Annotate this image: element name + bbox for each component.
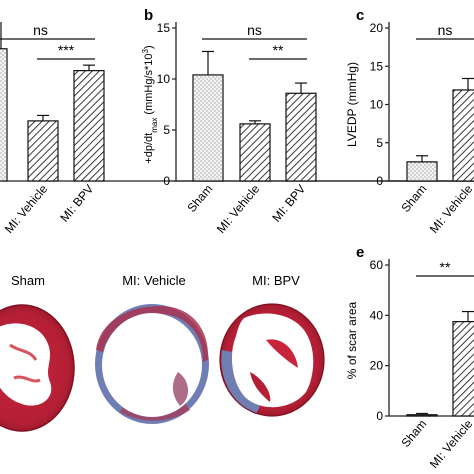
panel-b-category-label: MI: BPV	[269, 182, 308, 225]
panel-b-bar	[285, 92, 317, 182]
panel-a-bar	[0, 48, 8, 182]
panel-a-category-label: MI: BPV	[57, 182, 96, 225]
panel-b-bar	[192, 74, 224, 182]
panel-e-ytick-label: 20	[370, 359, 384, 373]
histology-label-mi-bpv: MI: BPV	[252, 273, 300, 288]
panel-b-ylabel: +dp/dtmax (mmHg/s*103)	[141, 45, 159, 163]
panel-d-histology: Sham MI: Vehicle MI: BPV	[0, 273, 325, 432]
panel-c-category-label: Sham	[398, 182, 429, 215]
panel-e-letter: e	[356, 244, 364, 261]
heart-section-sham	[0, 304, 75, 432]
panel-b-category-label: Sham	[184, 182, 215, 215]
panel-c-ylabel: LVEDP (mmHg)	[345, 62, 359, 147]
panel-e-bar	[452, 321, 474, 417]
panel-b-ylabel-part: )	[143, 45, 155, 49]
panel-e-ytick-label: 60	[370, 258, 384, 272]
panel-b-ylabel-part: (mmHg/s*10	[143, 53, 155, 117]
panel-b-sig-label: **	[273, 42, 284, 58]
panel-c-ytick-label: 0	[376, 174, 383, 188]
panel-b-letter: b	[144, 7, 153, 24]
panel-a-sig-label: ns	[33, 22, 48, 38]
panel-e-category-label: MI: Vehicle	[427, 417, 474, 471]
panel-a-category-label: MI: Vehicle	[2, 182, 51, 236]
panel-b-bar	[239, 123, 271, 182]
panel-b-ylabel-part: max	[150, 118, 159, 133]
panel-c-ytick-label: 10	[370, 98, 384, 112]
panel-e-sig-label: **	[440, 259, 451, 275]
panel-c-category-label: MI: Vehicle	[427, 182, 474, 236]
panel-b-ylabel-part: 3	[141, 48, 150, 53]
histology-label-sham: Sham	[11, 273, 45, 288]
panel-b-category-label: MI: Vehicle	[214, 182, 263, 236]
panel-c-ytick-label: 20	[370, 21, 384, 35]
panel-c-sig-label: ns	[438, 22, 453, 38]
panel-c-bar	[406, 161, 438, 182]
panel-b-ytick-label: 5	[163, 123, 170, 137]
panel-c-ytick-label: 5	[376, 136, 383, 150]
panel-b-ylabel-part: +dp/dt	[143, 133, 155, 164]
panel-e-ytick-label: 0	[376, 409, 383, 423]
panel-a-sig-label: ***	[58, 42, 75, 58]
panel-c-ytick-label: 15	[370, 59, 384, 73]
panel-e-bar	[406, 414, 438, 417]
panel-e-ylabel: % of scar area	[345, 301, 359, 379]
panel-a-bar	[73, 70, 105, 182]
panel-e-category-label: Sham	[398, 417, 429, 450]
panel-c-bar	[452, 89, 474, 182]
histology-label-mi-vehicle: MI: Vehicle	[122, 273, 186, 288]
panel-b-ytick-label: 15	[157, 21, 171, 35]
heart-section-mi-bpv	[219, 303, 325, 417]
panel-b-ytick-label: 10	[157, 72, 171, 86]
panel-b-sig-label: ns	[247, 22, 262, 38]
panel-c-letter: c	[356, 7, 364, 24]
heart-section-mi-vehicle	[95, 304, 209, 424]
panel-b-ytick-label: 0	[163, 174, 170, 188]
panel-a-bar	[27, 120, 59, 182]
panel-e-ytick-label: 40	[370, 308, 384, 322]
